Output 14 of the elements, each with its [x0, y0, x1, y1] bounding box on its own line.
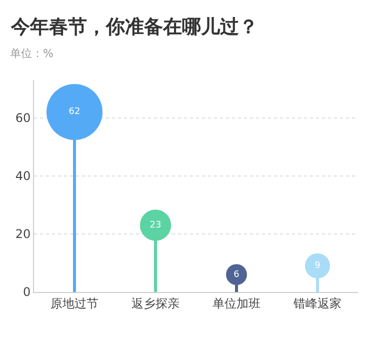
chart-subtitle: 单位：%	[10, 47, 54, 60]
y-tick-label: 60	[15, 110, 31, 125]
x-tick-label: 错峰返家	[292, 296, 342, 310]
data-label: 9	[314, 261, 321, 272]
y-tick-label: 0	[22, 285, 31, 300]
x-tick-label: 单位加班	[212, 296, 260, 310]
data-label: 23	[150, 220, 162, 230]
data-label: 6	[234, 270, 240, 280]
chart-title: 今年春节，你准备在哪儿过？	[10, 16, 258, 38]
data-label: 62	[68, 107, 80, 118]
y-tick-label: 40	[15, 169, 31, 184]
x-tick-label: 返乡探亲	[132, 296, 180, 310]
y-tick-label: 20	[15, 227, 31, 242]
x-tick-label: 原地过节	[50, 296, 98, 310]
